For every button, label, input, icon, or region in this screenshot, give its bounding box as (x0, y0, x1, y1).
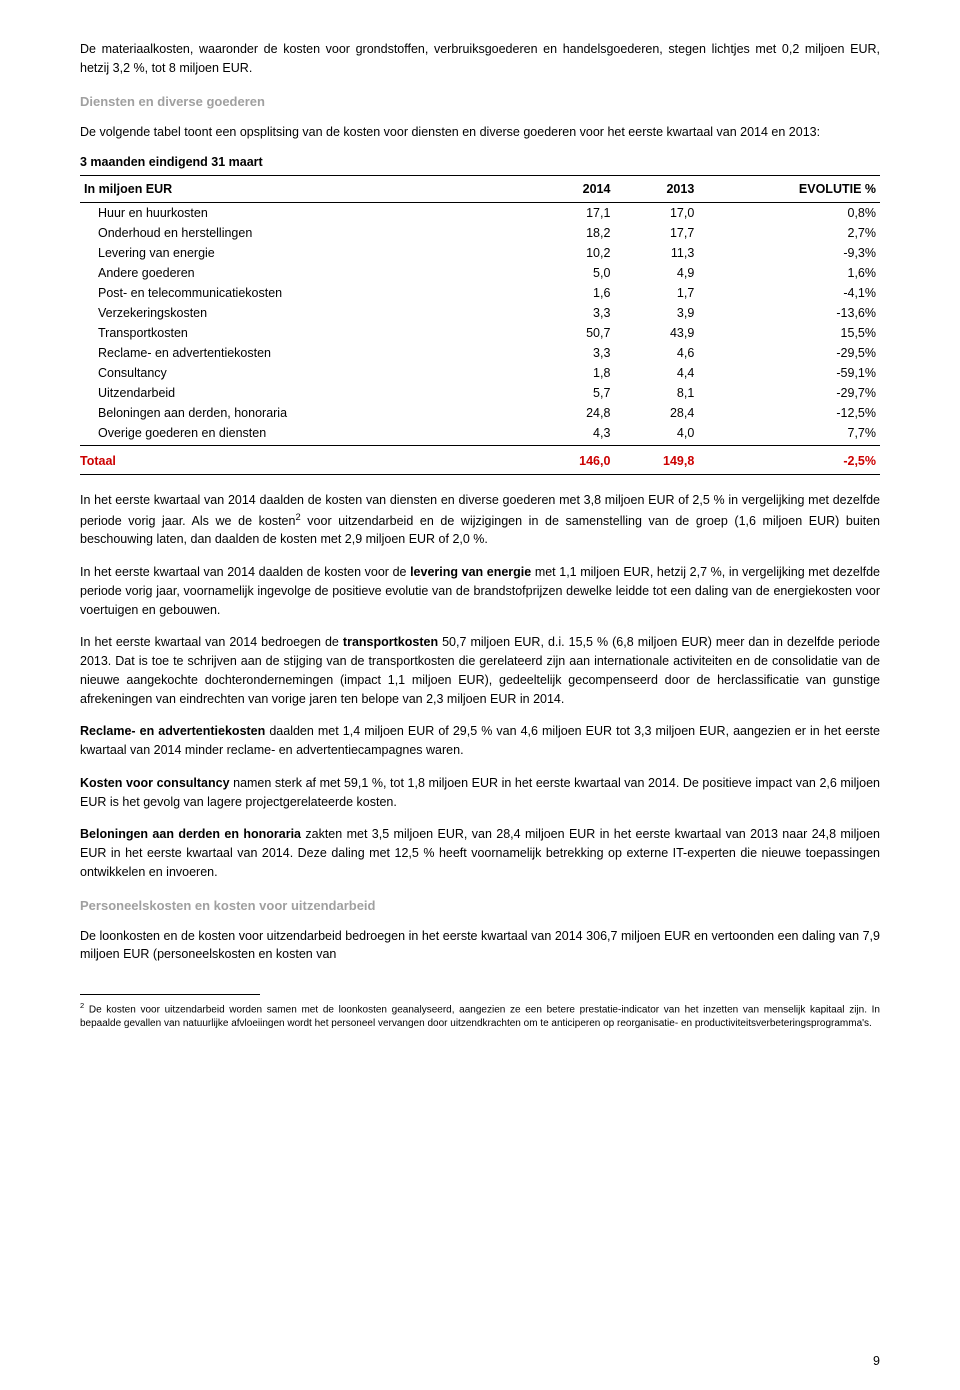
cell-2013: 11,3 (614, 243, 698, 263)
col-header-evo: EVOLUTIE % (698, 176, 880, 203)
paragraph-personeel: De loonkosten en de kosten voor uitzenda… (80, 927, 880, 965)
cell-2014: 5,0 (531, 263, 615, 283)
section-heading-personeel: Personeelskosten en kosten voor uitzenda… (80, 898, 880, 913)
col-header-2013: 2013 (614, 176, 698, 203)
page-container: De materiaalkosten, waaronder de kosten … (0, 0, 960, 1390)
col-header-2014: 2014 (531, 176, 615, 203)
cell-evo: 7,7% (698, 423, 880, 443)
cell-evo: -59,1% (698, 363, 880, 383)
table-row: Verzekeringskosten3,33,9-13,6% (80, 303, 880, 323)
cell-2013: 4,6 (614, 343, 698, 363)
cell-label: Reclame- en advertentiekosten (80, 343, 531, 363)
cell-label: Beloningen aan derden, honoraria (80, 403, 531, 423)
cell-evo: -9,3% (698, 243, 880, 263)
cell-evo: 15,5% (698, 323, 880, 343)
cell-2013: 43,9 (614, 323, 698, 343)
cell-2014: 1,8 (531, 363, 615, 383)
cell-label: Onderhoud en herstellingen (80, 223, 531, 243)
cell-label: Overige goederen en diensten (80, 423, 531, 443)
cell-label: Consultancy (80, 363, 531, 383)
paragraph-beloningen: Beloningen aan derden en honoraria zakte… (80, 825, 880, 881)
cell-2013: 8,1 (614, 383, 698, 403)
table-row: Levering van energie10,211,3-9,3% (80, 243, 880, 263)
total-2013: 149,8 (614, 445, 698, 474)
page-number: 9 (873, 1354, 880, 1368)
table-total-row: Totaal146,0149,8-2,5% (80, 445, 880, 474)
section1-intro-paragraph: De volgende tabel toont een opsplitsing … (80, 123, 880, 142)
cell-evo: 2,7% (698, 223, 880, 243)
table-row: Onderhoud en herstellingen18,217,72,7% (80, 223, 880, 243)
cell-2013: 17,7 (614, 223, 698, 243)
cell-label: Andere goederen (80, 263, 531, 283)
cell-2013: 28,4 (614, 403, 698, 423)
table-row: Beloningen aan derden, honoraria24,828,4… (80, 403, 880, 423)
cell-2014: 18,2 (531, 223, 615, 243)
cell-2014: 50,7 (531, 323, 615, 343)
cell-label: Transportkosten (80, 323, 531, 343)
cell-evo: -29,7% (698, 383, 880, 403)
total-label: Totaal (80, 445, 531, 474)
cell-2013: 17,0 (614, 203, 698, 224)
paragraph-transport: In het eerste kwartaal van 2014 bedroege… (80, 633, 880, 708)
table-row: Transportkosten50,743,915,5% (80, 323, 880, 343)
cell-evo: -12,5% (698, 403, 880, 423)
cell-label: Huur en huurkosten (80, 203, 531, 224)
table-row: Andere goederen5,04,91,6% (80, 263, 880, 283)
table-row: Consultancy1,84,4-59,1% (80, 363, 880, 383)
cell-2013: 4,4 (614, 363, 698, 383)
footnote: 2 De kosten voor uitzendarbeid worden sa… (80, 1001, 880, 1031)
table-header-row: In miljoen EUR 2014 2013 EVOLUTIE % (80, 176, 880, 203)
costs-table: In miljoen EUR 2014 2013 EVOLUTIE % Huur… (80, 175, 880, 475)
paragraph-after-table-1: In het eerste kwartaal van 2014 daalden … (80, 491, 880, 549)
cell-2014: 3,3 (531, 303, 615, 323)
cell-2014: 3,3 (531, 343, 615, 363)
intro-paragraph: De materiaalkosten, waaronder de kosten … (80, 40, 880, 78)
table-row: Overige goederen en diensten4,34,07,7% (80, 423, 880, 443)
cell-2013: 4,9 (614, 263, 698, 283)
cell-evo: 0,8% (698, 203, 880, 224)
footnote-divider (80, 994, 260, 995)
cell-2013: 4,0 (614, 423, 698, 443)
cell-2014: 1,6 (531, 283, 615, 303)
cell-evo: 1,6% (698, 263, 880, 283)
table-caption: 3 maanden eindigend 31 maart (80, 155, 880, 169)
cell-evo: -4,1% (698, 283, 880, 303)
cell-2014: 4,3 (531, 423, 615, 443)
cell-label: Levering van energie (80, 243, 531, 263)
cell-2014: 5,7 (531, 383, 615, 403)
cell-label: Verzekeringskosten (80, 303, 531, 323)
table-row: Huur en huurkosten17,117,00,8% (80, 203, 880, 224)
cell-2014: 24,8 (531, 403, 615, 423)
col-header-label: In miljoen EUR (80, 176, 531, 203)
cell-2014: 10,2 (531, 243, 615, 263)
section-heading-diensten: Diensten en diverse goederen (80, 94, 880, 109)
paragraph-reclame: Reclame- en advertentiekosten daalden me… (80, 722, 880, 760)
paragraph-consultancy: Kosten voor consultancy namen sterk af m… (80, 774, 880, 812)
cell-evo: -13,6% (698, 303, 880, 323)
cell-label: Uitzendarbeid (80, 383, 531, 403)
cell-2013: 1,7 (614, 283, 698, 303)
table-row: Uitzendarbeid5,78,1-29,7% (80, 383, 880, 403)
total-evo: -2,5% (698, 445, 880, 474)
cell-2014: 17,1 (531, 203, 615, 224)
paragraph-energie: In het eerste kwartaal van 2014 daalden … (80, 563, 880, 619)
cell-evo: -29,5% (698, 343, 880, 363)
table-row: Post- en telecommunicatiekosten1,61,7-4,… (80, 283, 880, 303)
cell-label: Post- en telecommunicatiekosten (80, 283, 531, 303)
total-2014: 146,0 (531, 445, 615, 474)
cell-2013: 3,9 (614, 303, 698, 323)
table-row: Reclame- en advertentiekosten3,34,6-29,5… (80, 343, 880, 363)
